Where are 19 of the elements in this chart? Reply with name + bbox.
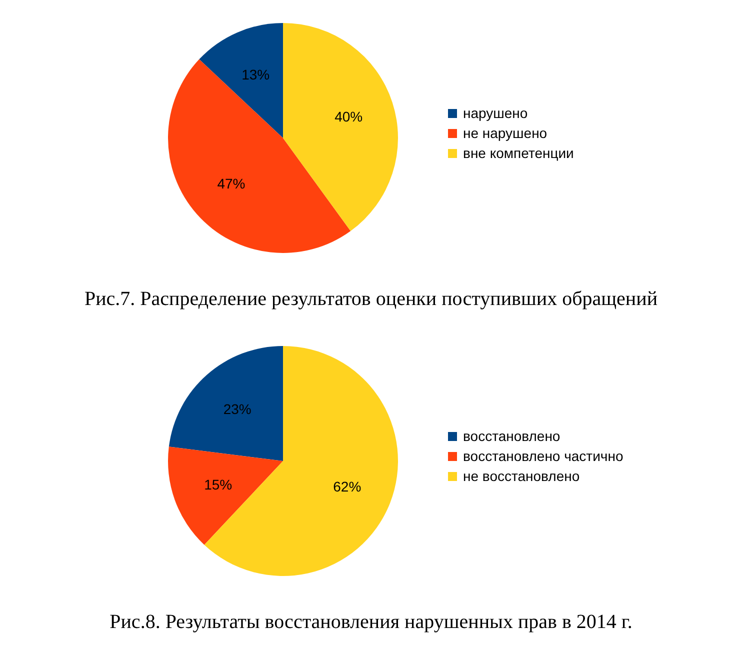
data-label: 23% (223, 401, 252, 418)
data-label: 13% (242, 66, 270, 83)
pie-slice (168, 346, 283, 461)
legend-label: восстановлено частично (463, 448, 624, 464)
legend-label: не восстановлено (463, 468, 580, 484)
text: Рис.7. Распределение результатов оценки поступивших обращений (83, 288, 659, 311)
legend-label: нарушено (463, 105, 528, 121)
data-label: 62% (333, 478, 362, 494)
pie-slice (204, 346, 398, 576)
legend-label: вне компетенции (463, 145, 574, 161)
legend-label: не нарушено (463, 125, 548, 141)
text: Рис.8. Результаты восстановления нарушенных прав в 2014 г. (108, 611, 634, 634)
data-label: 47% (217, 176, 246, 192)
pie-slice (168, 446, 283, 545)
data-label: 15% (204, 476, 232, 492)
legend-label: восстановлено (463, 428, 560, 444)
data-label: 40% (334, 108, 363, 125)
pie-slice (199, 23, 283, 138)
pie-slice (283, 23, 398, 232)
